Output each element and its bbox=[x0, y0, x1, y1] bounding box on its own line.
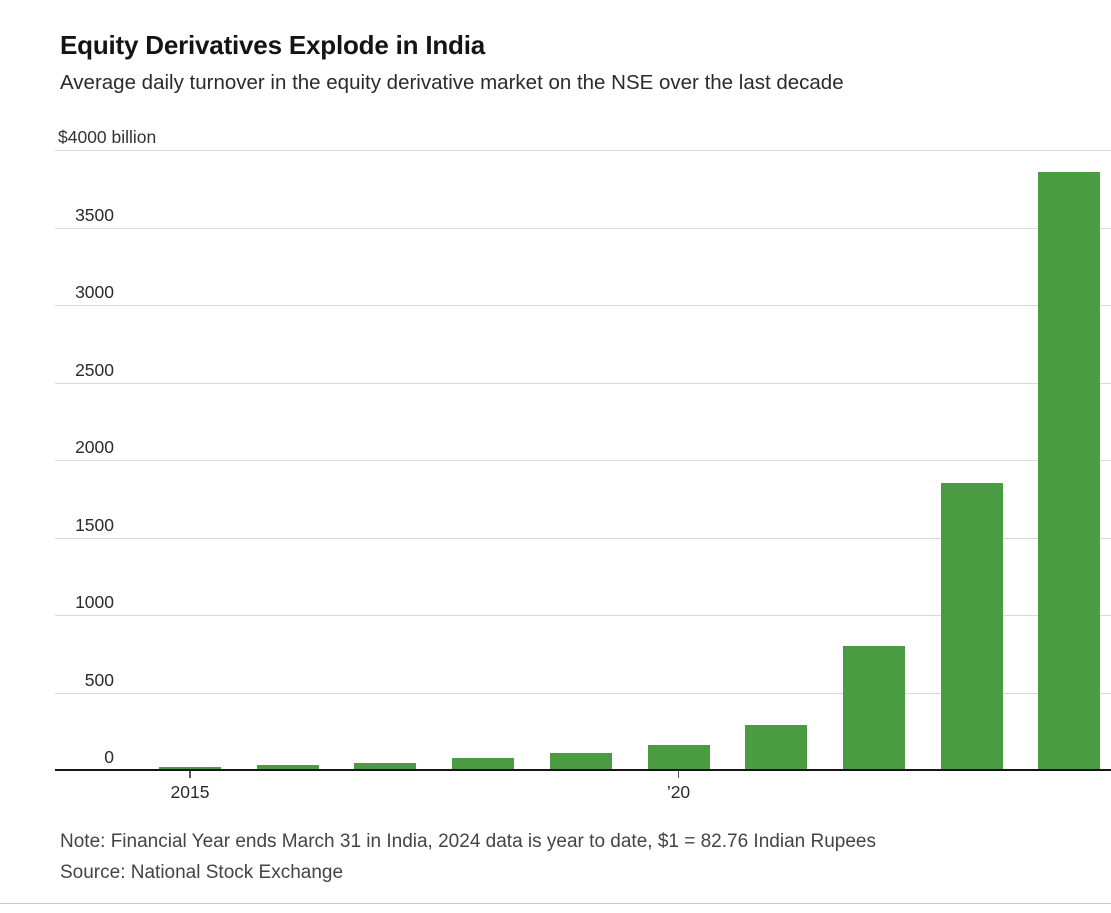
gridline bbox=[55, 460, 1111, 461]
gridline bbox=[55, 692, 1111, 694]
bottom-divider bbox=[0, 903, 1111, 904]
chart-source: Source: National Stock Exchange bbox=[60, 862, 344, 883]
bar-2022 bbox=[842, 646, 905, 770]
y-tick-label: 1500 bbox=[75, 514, 114, 535]
x-tick-mark bbox=[189, 771, 191, 778]
bar-2020 bbox=[647, 745, 710, 770]
bar-2018 bbox=[452, 758, 515, 770]
bar-2017 bbox=[354, 763, 417, 770]
x-tick-mark bbox=[677, 771, 680, 778]
bar-2019 bbox=[549, 752, 612, 770]
y-axis-unit-label: $4000 billion bbox=[58, 127, 157, 147]
chart-title: Equity Derivatives Explode in India bbox=[60, 30, 486, 60]
bar-2016 bbox=[256, 765, 319, 770]
y-tick-label: 3000 bbox=[75, 282, 114, 302]
y-tick-label: 3500 bbox=[75, 204, 114, 225]
bar-2015 bbox=[159, 766, 221, 770]
x-tick-label: 2015 bbox=[170, 782, 210, 802]
y-tick-label: 2000 bbox=[75, 437, 114, 457]
y-tick-label: 2500 bbox=[75, 359, 114, 380]
bar-2024 bbox=[1038, 171, 1101, 770]
chart-note: Note: Financial Year ends March 31 in In… bbox=[60, 831, 876, 852]
x-axis-line bbox=[55, 769, 1111, 771]
y-tick-label: 0 bbox=[104, 747, 114, 767]
gridline bbox=[55, 382, 1111, 384]
y-tick-label: 1000 bbox=[75, 592, 114, 612]
y-tick-label: 500 bbox=[84, 669, 114, 690]
gridline bbox=[55, 615, 1111, 616]
x-tick-label: ’20 bbox=[666, 782, 691, 802]
gridline bbox=[55, 305, 1111, 306]
bar-2023 bbox=[940, 483, 1003, 770]
chart-subtitle: Average daily turnover in the equity der… bbox=[60, 71, 844, 94]
bar-2021 bbox=[745, 725, 808, 770]
gridline bbox=[55, 537, 1111, 539]
gridline bbox=[55, 150, 1111, 151]
gridline bbox=[55, 227, 1111, 229]
